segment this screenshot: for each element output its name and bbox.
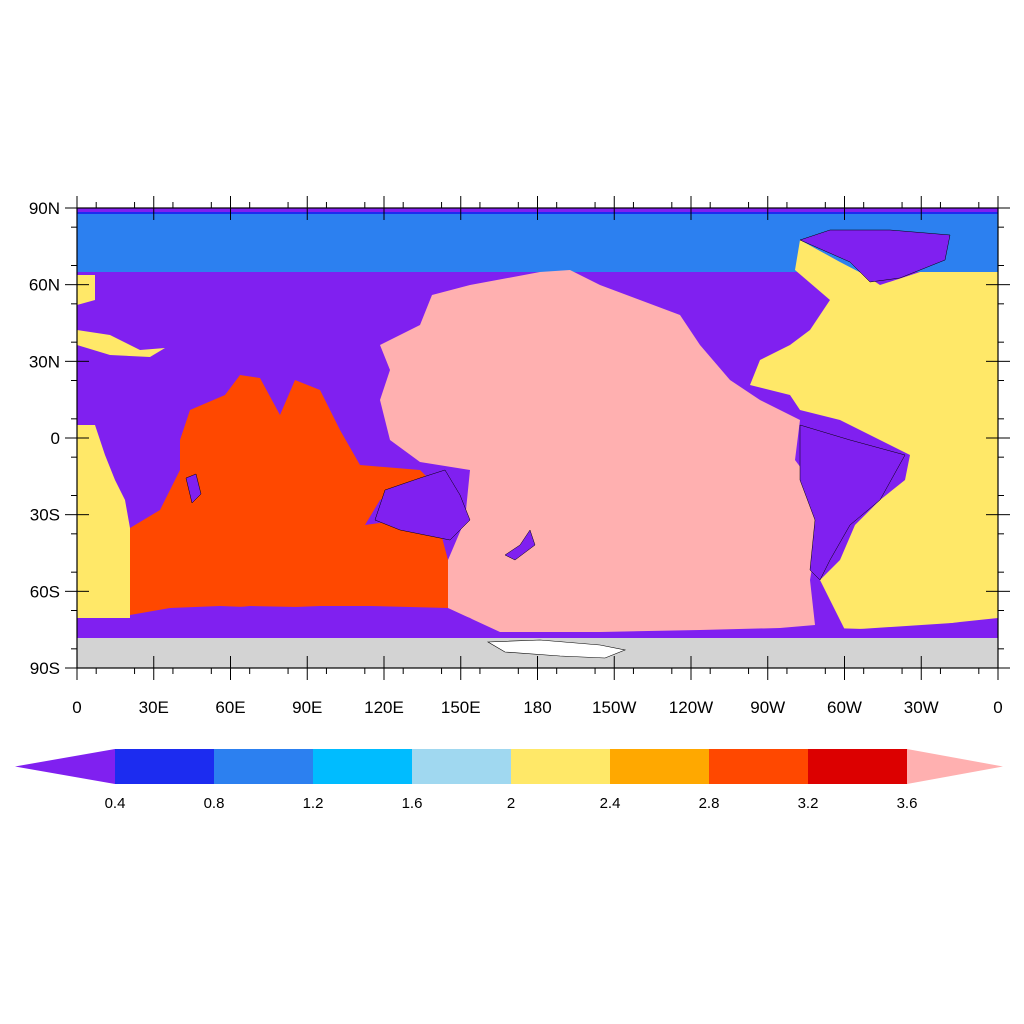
lon-label: 90E [292,698,322,717]
ross-ice-shelf [486,639,627,659]
atlantic-ocean [750,240,998,630]
lat-label: 0 [51,429,60,448]
lat-label: 30S [30,506,60,525]
axis-ticks [65,196,1010,680]
lat-label: 60N [29,276,60,295]
colorbar-label: 1.2 [303,795,324,812]
pacific-ocean [380,270,820,632]
colorbar-label: 0.8 [204,795,225,812]
colorbar-label: 2 [507,795,515,812]
australia [374,469,471,541]
colorbar-swatch [313,749,413,784]
lat-label: 30N [29,352,60,371]
colorbar-swatch [214,749,314,784]
antarctic-rim-east [830,618,998,638]
new-zealand [504,529,536,561]
colorbar-swatch [610,749,710,784]
colorbar-swatch [412,749,512,784]
lat-label: 90N [29,199,60,218]
mediterranean-sea [77,275,165,357]
lon-label: 60E [215,698,245,717]
southern-ocean-strip [77,606,500,638]
lon-label: 180 [523,698,551,717]
lat-label: 60S [30,582,60,601]
lon-label: 90W [750,698,785,717]
lon-label: 30E [139,698,169,717]
colorbar-below-triangle [15,749,115,784]
madagascar [185,473,202,504]
colorbar-label: 3.2 [798,795,819,812]
colorbar-label: 2.4 [600,795,621,812]
lon-label: 150E [441,698,481,717]
colorbar-swatch [115,749,215,784]
south-america-tip [799,424,906,581]
colorbar-above-triangle [907,749,1003,784]
colorbar-swatch [511,749,611,784]
axis-tick-labels: 90N 60N 30N 0 30S 60S 90S 0 30E 60E 90E 120E 150E 180… [29,199,1003,717]
atlantic-ocean-east [77,425,130,618]
colorbar-swatch [709,749,809,784]
map-plot-area [77,208,998,668]
lon-label: 120W [669,698,713,717]
lon-label: 150W [592,698,636,717]
greenland [799,229,951,283]
lon-label: 30W [904,698,939,717]
colorbar: 0.4 0.8 1.2 1.6 2 2.4 2.8 3.2 3.6 [15,749,1003,812]
lon-label: 0 [993,698,1002,717]
colorbar-label: 3.6 [897,795,918,812]
lon-label: 120E [364,698,404,717]
colorbar-swatch [808,749,908,784]
lon-label: 0 [72,698,81,717]
colorbar-label: 1.6 [402,795,423,812]
colorbar-label: 2.8 [699,795,720,812]
lon-label: 60W [827,698,862,717]
lat-label: 90S [30,659,60,678]
colorbar-label: 0.4 [105,795,126,812]
indian-ocean [130,375,448,615]
